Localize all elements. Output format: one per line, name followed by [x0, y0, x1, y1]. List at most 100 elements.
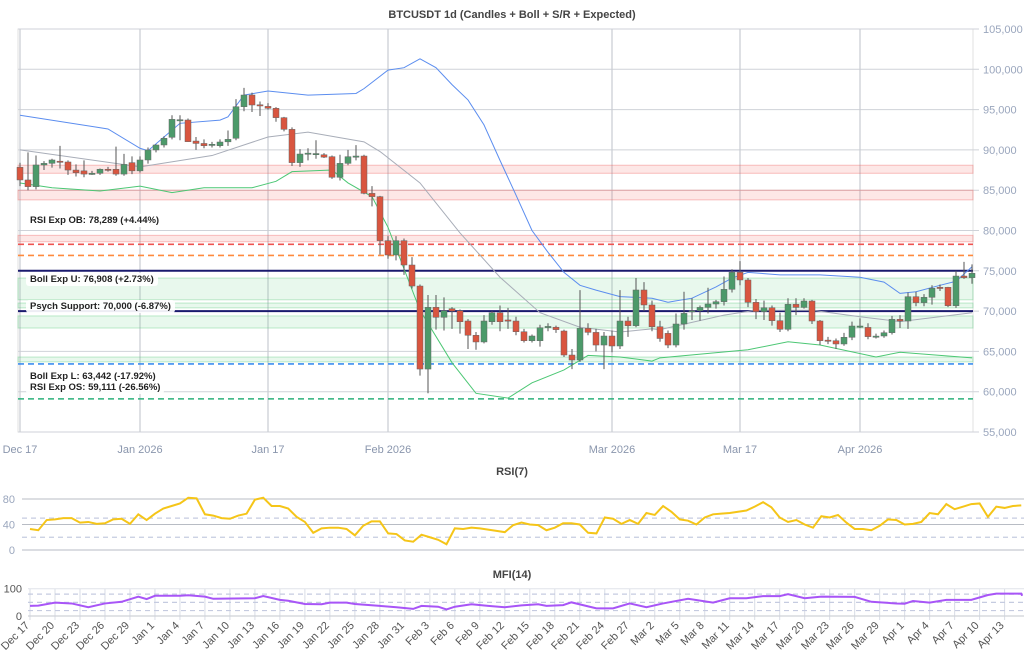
- level-label: Psych Support: 70,000 (-6.87%): [26, 300, 175, 313]
- candle-down: [552, 326, 560, 330]
- candle-down: [864, 327, 872, 337]
- rsi-line: [29, 496, 1022, 546]
- candle-up: [760, 307, 768, 312]
- candle-up: [688, 310, 696, 313]
- candle-down: [496, 312, 504, 322]
- candle-down: [808, 300, 816, 322]
- candle-down: [832, 340, 840, 345]
- candle-up: [840, 337, 848, 345]
- y-tick-label: 80,000: [983, 226, 1017, 238]
- candle-up: [304, 152, 312, 155]
- x-tick-label: Feb 3: [404, 620, 432, 648]
- candle-up: [88, 173, 96, 175]
- x-tick-label: Mar 2026: [589, 444, 635, 456]
- candle-down: [560, 330, 568, 356]
- x-tick-label: Feb 2026: [365, 444, 411, 456]
- candle-up: [872, 335, 880, 338]
- candle-down: [592, 332, 600, 346]
- level-label: Boll Exp U: 76,908 (+2.73%): [26, 273, 158, 286]
- candle-down: [368, 193, 376, 197]
- x-tick-label: Jan 31: [375, 620, 407, 652]
- candle-down: [72, 169, 80, 173]
- candle-up: [152, 144, 160, 151]
- rsi-y-tick-label: 0: [9, 545, 15, 557]
- candle-down: [640, 289, 648, 306]
- candle-up: [728, 272, 736, 290]
- candle-up: [240, 94, 248, 107]
- price-panel: 105,000 100,000 95,000 90,000 85,000 80,000 75…: [3, 24, 1023, 456]
- y-tick-label: 75,000: [983, 266, 1017, 278]
- rsi-y-tick-label: 80: [3, 494, 15, 506]
- candle-down: [568, 354, 576, 361]
- y-tick-label: 70,000: [983, 306, 1017, 318]
- candle-down: [264, 106, 272, 109]
- candle-up: [40, 163, 48, 166]
- candle-up: [888, 319, 896, 333]
- candle-down: [768, 307, 776, 321]
- x-tick-label: Mar 5: [653, 620, 681, 648]
- candle-down: [504, 319, 512, 322]
- candle-down: [472, 335, 480, 343]
- candle-down: [280, 117, 288, 130]
- candle-up: [680, 313, 688, 325]
- candle-up: [904, 296, 912, 322]
- candle-up: [144, 149, 152, 161]
- candle-up: [880, 332, 888, 337]
- x-tick-label: Jan 10: [200, 620, 232, 652]
- x-tick-label: Mar 17: [723, 444, 757, 456]
- candle-down: [792, 304, 800, 308]
- x-tick-label: Feb 6: [429, 620, 457, 648]
- candle-up: [440, 310, 448, 318]
- candle-up: [544, 326, 552, 328]
- x-tick-label: Apr 2026: [838, 444, 883, 456]
- candle-up: [424, 307, 432, 370]
- candle-down: [64, 161, 72, 171]
- y-tick-label: 100,000: [983, 64, 1023, 76]
- candle-up: [336, 163, 344, 178]
- resistance-zone: [17, 164, 974, 174]
- mfi-line: [29, 592, 1024, 611]
- mfi-y-tick-label: 0: [16, 611, 22, 623]
- candle-up: [696, 307, 704, 311]
- candle-up: [32, 164, 40, 187]
- candle-down: [288, 129, 296, 163]
- candle-up: [120, 164, 128, 175]
- resistance-zone: [17, 234, 974, 243]
- candle-up: [528, 335, 536, 342]
- x-tick-label: Jan 28: [350, 620, 382, 652]
- candle-up: [480, 320, 488, 343]
- y-tick-label: 85,000: [983, 185, 1017, 197]
- candle-down: [360, 155, 368, 194]
- x-tick-label: Apr 4: [905, 620, 932, 647]
- rsi-panel: 80 40 0: [3, 494, 1024, 557]
- candle-up: [704, 303, 712, 308]
- candle-down: [448, 308, 456, 312]
- candle-up: [848, 325, 856, 338]
- candle-up: [632, 289, 640, 326]
- x-tick-label: Dec 17: [3, 444, 38, 456]
- candle-down: [776, 320, 784, 330]
- x-tick-label: Feb 27: [599, 620, 632, 653]
- candle-up: [176, 119, 184, 122]
- candle-up: [168, 119, 176, 138]
- candle-up: [576, 328, 584, 361]
- candle-down: [408, 264, 416, 287]
- x-tick-label: Apr 10: [950, 620, 981, 651]
- x-tick-label: Jan 25: [325, 620, 357, 652]
- candle-down: [184, 119, 192, 142]
- candle-down: [80, 170, 88, 175]
- candle-up: [296, 153, 304, 163]
- candle-down: [816, 320, 824, 341]
- y-tick-label: 105,000: [983, 24, 1023, 36]
- level-label: RSI Exp OB: 78,289 (+4.44%): [26, 214, 164, 227]
- level-label: RSI Exp OS: 59,111 (-26.56%): [26, 381, 165, 394]
- x-tick-label: Jan 4: [155, 620, 183, 648]
- support-zone: [17, 315, 974, 329]
- candle-up: [160, 138, 168, 146]
- candle-up: [232, 106, 240, 139]
- candle-up: [720, 289, 728, 302]
- candle-up: [616, 320, 624, 347]
- x-tick-label: Dec 29: [99, 620, 132, 653]
- candle-down: [56, 160, 64, 163]
